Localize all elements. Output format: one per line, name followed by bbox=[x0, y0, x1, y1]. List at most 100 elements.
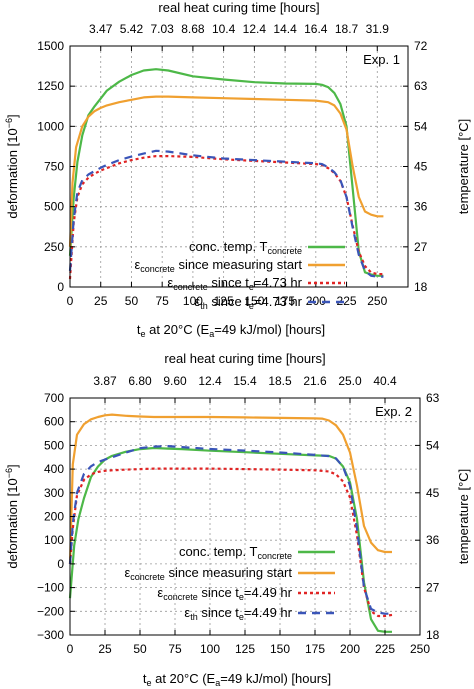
legend-label: εth since te=4.73 hr bbox=[194, 294, 302, 311]
top-tick-label: 7.03 bbox=[151, 22, 175, 36]
y2-tick-label: 18 bbox=[426, 628, 440, 642]
x-tick-label: 0 bbox=[67, 642, 74, 656]
top-tick-label: 12.4 bbox=[198, 374, 222, 388]
x-tick-label: 250 bbox=[410, 642, 430, 656]
legend-label-part: th bbox=[190, 612, 198, 622]
y2-tick-label: 36 bbox=[426, 533, 440, 547]
legend-label-part: ε bbox=[194, 294, 200, 309]
y-axis-title-part: ] bbox=[5, 114, 20, 118]
legend-label: εconcrete since te=4.73 hr bbox=[167, 275, 302, 292]
y2-axis-title: temperature [°C] bbox=[456, 119, 471, 215]
legend-label: εconcrete since te=4.49 hr bbox=[157, 585, 292, 602]
legend-label-part: concrete bbox=[257, 551, 292, 561]
x-tick-label: 25 bbox=[94, 294, 108, 308]
top-tick-label: 10.4 bbox=[212, 22, 236, 36]
legend-label-part: conc. temp. T bbox=[179, 544, 258, 559]
y-tick-label: 300 bbox=[44, 486, 64, 500]
legend-label-part: =4.49 hr bbox=[244, 585, 293, 600]
legend-label-part: concrete bbox=[163, 592, 198, 602]
legend-label-part: e bbox=[239, 612, 244, 622]
x-tick-label: 100 bbox=[183, 294, 203, 308]
top-tick-label: 3.87 bbox=[93, 374, 117, 388]
legend-label-part: ε bbox=[167, 275, 173, 290]
y-tick-label: 500 bbox=[44, 200, 64, 214]
x-tick-label: 125 bbox=[235, 642, 255, 656]
series-line-3 bbox=[68, 155, 384, 280]
legend-label-part: since t bbox=[208, 275, 250, 290]
y-tick-label: 0 bbox=[57, 557, 64, 571]
x-tick-label: 250 bbox=[367, 294, 387, 308]
x-tick-label: 150 bbox=[270, 642, 290, 656]
y2-tick-label: 72 bbox=[414, 39, 428, 53]
top-tick-label: 6.80 bbox=[128, 374, 152, 388]
top-tick-label: 12.4 bbox=[243, 22, 267, 36]
y-axis-title-part: deformation [10 bbox=[5, 478, 20, 568]
top-tick-label: 40.4 bbox=[373, 374, 397, 388]
legend-label-part: concrete bbox=[267, 246, 302, 256]
x-axis-title-part: t bbox=[143, 671, 147, 686]
x-tick-label: 200 bbox=[340, 642, 360, 656]
top-axis-title: real heat curing time [hours] bbox=[164, 351, 325, 366]
y2-tick-label: 27 bbox=[426, 581, 440, 595]
legend-label-part: =4.73 hr bbox=[254, 275, 303, 290]
legend-label: εconcrete since measuring start bbox=[135, 257, 303, 274]
top-tick-label: 18.7 bbox=[335, 22, 359, 36]
y-tick-label: 200 bbox=[44, 510, 64, 524]
y-tick-label: 0 bbox=[57, 280, 64, 294]
x-axis-title-part: e bbox=[146, 678, 151, 688]
x-axis-title-part: e bbox=[140, 329, 145, 339]
legend-label-part: concrete bbox=[140, 264, 175, 274]
top-tick-label: 8.68 bbox=[181, 22, 205, 36]
legend-label-part: ε bbox=[157, 585, 163, 600]
y2-tick-label: 27 bbox=[414, 240, 428, 254]
top-tick-label: 25.0 bbox=[338, 374, 362, 388]
y-tick-label: −300 bbox=[37, 628, 64, 642]
x-axis-title: te at 20°C (Ea=49 kJ/mol) [hours] bbox=[143, 671, 331, 688]
x-tick-label: 0 bbox=[67, 294, 74, 308]
legend-label-part: conc. temp. T bbox=[189, 239, 268, 254]
y2-tick-label: 45 bbox=[414, 160, 428, 174]
top-tick-label: 21.6 bbox=[303, 374, 327, 388]
legend-label-part: e bbox=[249, 301, 254, 311]
x-tick-label: 100 bbox=[200, 642, 220, 656]
x-axis-title-part: a bbox=[215, 678, 220, 688]
series-line-1 bbox=[68, 68, 384, 277]
x-tick-label: 75 bbox=[168, 642, 182, 656]
x-tick-label: 175 bbox=[275, 294, 295, 308]
legend-label-part: since measuring start bbox=[165, 565, 293, 580]
chart-exp2: 0 25 50 75 100 125 150 175 200 225 250 3.87 6.80 9.60… bbox=[4, 351, 471, 688]
y-tick-label: 1500 bbox=[37, 39, 64, 53]
legend-label-part: since t bbox=[198, 585, 240, 600]
x-tick-label: 50 bbox=[125, 294, 139, 308]
y-tick-label: 600 bbox=[44, 415, 64, 429]
x-axis-title-part: at 20°C (E bbox=[145, 322, 209, 337]
y2-tick-label: 36 bbox=[414, 200, 428, 214]
y-tick-label: 500 bbox=[44, 438, 64, 452]
series-line-2 bbox=[68, 95, 384, 247]
legend-label-part: ε bbox=[184, 605, 190, 620]
y2-tick-label: 45 bbox=[426, 486, 440, 500]
x-axis-title-part: t bbox=[137, 322, 141, 337]
y2-axis-title: temperature [°C] bbox=[456, 469, 471, 565]
x-tick-label: 25 bbox=[98, 642, 112, 656]
x-axis-title-part: at 20°C (E bbox=[151, 671, 215, 686]
legend-label: conc. temp. Tconcrete bbox=[179, 544, 292, 561]
top-tick-label: 3.47 bbox=[89, 22, 113, 36]
top-axis-title: real heat curing time [hours] bbox=[158, 0, 319, 15]
legend-label-part: since t bbox=[208, 294, 250, 309]
y-tick-label: 250 bbox=[44, 240, 64, 254]
legend-label-part: e bbox=[239, 592, 244, 602]
x-tick-label: 175 bbox=[305, 642, 325, 656]
y-axis-title-part: deformation [10 bbox=[5, 128, 20, 218]
legend-label-part: e bbox=[249, 282, 254, 292]
top-tick-label: 14.4 bbox=[273, 22, 297, 36]
legend-label-part: =4.49 hr bbox=[244, 605, 293, 620]
top-tick-label: 5.42 bbox=[120, 22, 144, 36]
legend-label-part: concrete bbox=[173, 282, 208, 292]
experiment-label: Exp. 2 bbox=[375, 404, 412, 419]
y-tick-label: −100 bbox=[37, 581, 64, 595]
top-tick-label: 16.4 bbox=[304, 22, 328, 36]
legend-label-part: since measuring start bbox=[175, 257, 303, 272]
x-axis-title-part: a bbox=[209, 329, 214, 339]
